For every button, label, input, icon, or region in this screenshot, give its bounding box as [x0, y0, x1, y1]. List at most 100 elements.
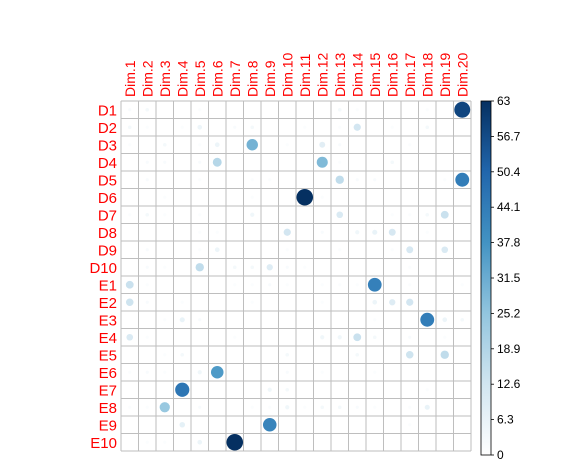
cell-circle-d1-dim10 — [285, 108, 289, 112]
cell-circle-e8-dim10 — [285, 405, 290, 410]
cell-circle-e10-dim9 — [268, 440, 272, 444]
cell-circle-d7-dim2 — [145, 212, 150, 217]
cell-circle-e8-dim13 — [337, 405, 342, 410]
cell-circle-d4-dim14 — [355, 160, 359, 164]
cell-circle-d6-dim10 — [285, 195, 289, 199]
cell-circle-d2-dim5 — [197, 124, 203, 130]
cell-circle-d2-dim18 — [425, 125, 430, 130]
cell-circle-d9-dim19 — [441, 246, 449, 254]
cell-circle-d8-dim15 — [372, 229, 378, 235]
cell-circle-d4-dim17 — [408, 160, 412, 164]
cell-circle-e5-dim8 — [250, 353, 254, 357]
cell-circle-e7-dim10 — [285, 387, 290, 392]
row-label: E8 — [99, 400, 117, 417]
row-label: D2 — [98, 120, 117, 137]
cell-circle-d4-dim9 — [268, 160, 272, 164]
row-label: E10 — [90, 435, 117, 452]
cell-circle-e3-dim12 — [320, 318, 324, 322]
cell-circle-e1-dim18 — [425, 283, 429, 287]
cell-circle-e9-dim7 — [233, 423, 237, 427]
legend-tick-label: 12.6 — [497, 377, 521, 391]
cell-circle-d7-dim18 — [425, 212, 430, 217]
cell-circle-d2-dim20 — [460, 125, 464, 129]
cell-circle-e9-dim20 — [460, 423, 464, 427]
cell-circle-d4-dim19 — [443, 160, 447, 164]
cell-circle-e1-dim8 — [250, 283, 254, 287]
cell-circle-e4-dim15 — [372, 335, 377, 340]
cell-circle-e5-dim15 — [373, 353, 377, 357]
cell-circle-e10-dim15 — [373, 440, 377, 444]
row-label: D5 — [98, 172, 117, 189]
cell-circle-e5-dim4 — [180, 352, 185, 357]
cell-circle-d6-dim17 — [408, 195, 412, 199]
cell-circle-e7-dim19 — [443, 388, 447, 392]
cell-circle-d5-dim4 — [180, 178, 184, 182]
cell-circle-d1-dim5 — [198, 108, 202, 112]
cell-circle-d1-dim12 — [320, 108, 324, 112]
cell-circle-d5-dim2 — [145, 178, 149, 182]
cell-circle-d2-dim15 — [373, 125, 377, 129]
cell-circle-e6-dim9 — [268, 370, 272, 374]
legend-tick-label: 37.8 — [497, 236, 521, 250]
cell-circle-d6-dim20 — [460, 195, 464, 199]
cell-circle-d2-dim9 — [268, 125, 272, 129]
cell-circle-e2-dim18 — [425, 300, 429, 304]
cell-circle-d9-dim16 — [390, 248, 394, 252]
cell-circle-d10-dim7 — [232, 265, 237, 270]
legend-tick-label: 31.5 — [497, 271, 521, 285]
cell-circle-e4-dim6 — [215, 335, 219, 339]
cell-circle-e4-dim4 — [180, 335, 184, 339]
cell-circle-e5-dim10 — [285, 352, 290, 357]
cell-circle-e7-dim16 — [390, 388, 394, 392]
cell-circle-d6-dim8 — [250, 195, 254, 199]
cell-circle-e8-dim7 — [233, 405, 237, 409]
row-label: E2 — [99, 295, 117, 312]
cell-circle-e2-dim14 — [355, 300, 359, 304]
cell-circle-d3-dim9 — [268, 143, 272, 147]
cell-circle-d2-dim1 — [127, 125, 132, 130]
cell-circle-e7-dim15 — [373, 388, 377, 392]
cell-circle-e8-dim2 — [145, 405, 149, 409]
row-label: D1 — [98, 102, 117, 119]
cell-circle-e9-dim12 — [320, 423, 324, 427]
cell-circle-d3-dim5 — [198, 143, 202, 147]
cell-circle-e4-dim20 — [460, 335, 464, 339]
legend-tick-label: 0 — [497, 448, 504, 462]
cell-circle-e1-dim3 — [163, 283, 167, 287]
cell-circle-e10-dim7 — [226, 433, 244, 451]
cell-circle-e4-dim19 — [443, 335, 447, 339]
cell-circle-d7-dim5 — [198, 213, 202, 217]
cell-circle-e10-dim6 — [215, 440, 219, 444]
cell-circle-d8-dim10 — [283, 228, 291, 236]
cell-circle-d10-dim9 — [266, 264, 273, 271]
cell-circle-d10-dim13 — [338, 265, 342, 269]
cell-circle-e1-dim12 — [320, 283, 324, 287]
cell-circle-e4-dim5 — [198, 335, 202, 339]
cell-circle-d1-dim13 — [337, 107, 342, 112]
cell-circle-d4-dim4 — [180, 160, 184, 164]
cell-circle-d7-dim15 — [373, 213, 377, 217]
grid-layer — [120, 100, 472, 452]
cell-circle-d3-dim16 — [390, 143, 394, 147]
cell-circle-e5-dim7 — [233, 353, 237, 357]
cell-circle-d2-dim12 — [320, 125, 324, 129]
cell-circle-d1-dim3 — [163, 108, 167, 112]
cell-circle-d10-dim14 — [355, 265, 359, 269]
cell-circle-e4-dim7 — [233, 335, 237, 339]
cell-circle-d8-dim6 — [215, 230, 219, 234]
row-label: E9 — [99, 417, 117, 434]
cell-circle-d3-dim13 — [338, 143, 342, 147]
cell-circle-e4-dim13 — [337, 335, 342, 340]
cell-circle-e7-dim20 — [460, 388, 464, 392]
cell-circle-e9-dim4 — [179, 421, 186, 428]
column-label: Dim.11 — [297, 53, 313, 97]
cell-circle-e9-dim11 — [303, 423, 307, 427]
row-label: D3 — [98, 137, 117, 154]
cell-circle-e3-dim18 — [420, 312, 435, 327]
cell-circle-e6-dim17 — [408, 370, 412, 374]
cell-circle-e9-dim16 — [390, 423, 394, 427]
cell-circle-e6-dim2 — [145, 370, 149, 374]
cell-circle-d8-dim4 — [180, 230, 184, 234]
cell-circle-d1-dim6 — [215, 108, 219, 112]
cell-circle-d6-dim11 — [296, 188, 314, 206]
